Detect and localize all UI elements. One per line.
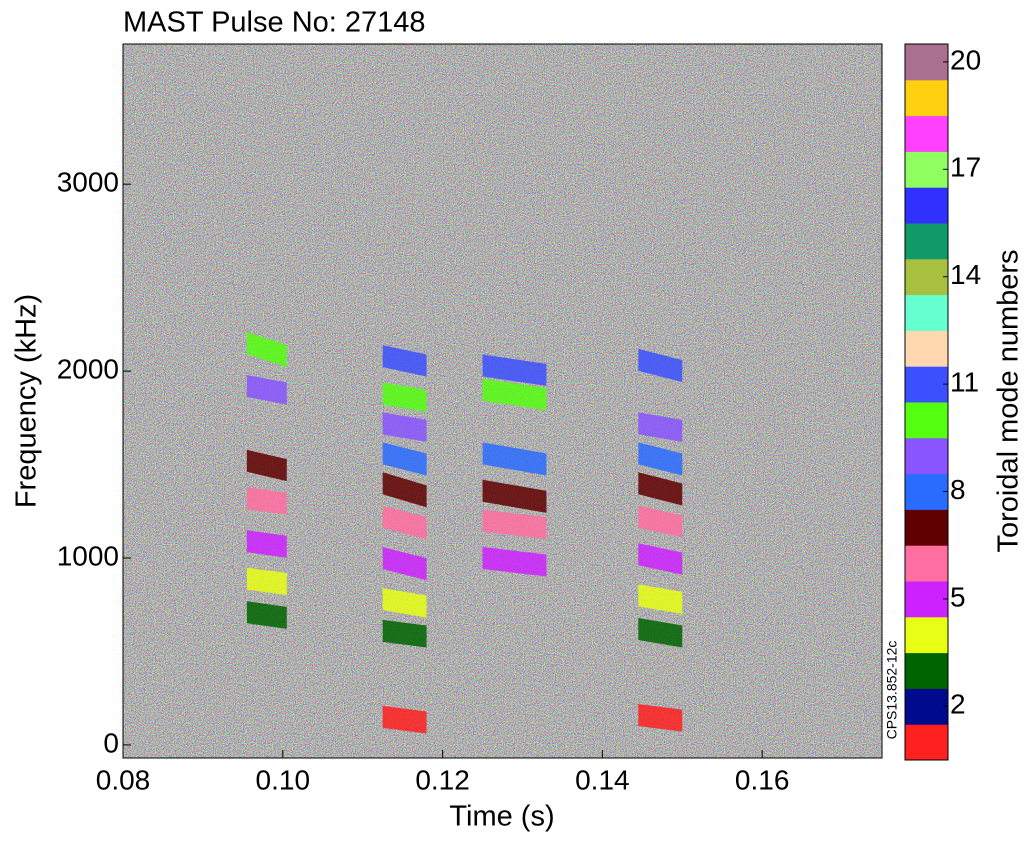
colorbar-tick-label: 14	[950, 259, 981, 290]
y-tick-label: 0	[103, 727, 119, 758]
colorbar-cell	[905, 509, 948, 546]
mode-trace	[382, 472, 427, 508]
colorbar-cell	[905, 223, 948, 260]
colorbar-frame	[904, 43, 949, 761]
mode-trace	[246, 375, 287, 405]
colorbar-tick-label: 8	[950, 474, 966, 505]
colorbar-cell	[905, 151, 948, 188]
mode-trace	[638, 704, 683, 732]
x-tick-label: 0.10	[256, 764, 311, 795]
mode-trace	[482, 378, 547, 411]
colorbar-cell	[905, 79, 948, 117]
x-tick-label: 0.08	[96, 764, 151, 795]
x-tick-label: 0.12	[415, 764, 470, 795]
mode-trace	[482, 442, 547, 476]
mode-trace	[382, 382, 427, 412]
colorbar-cell	[905, 688, 948, 725]
mode-trace	[382, 588, 427, 618]
colorbar-cell	[905, 437, 948, 475]
colorbar-label: Toroidal mode numbers	[993, 249, 1025, 552]
mode-trace	[246, 530, 287, 558]
colorbar-cell	[905, 545, 948, 582]
annotation: CPS13.852-12c	[884, 641, 900, 740]
x-axis-label: Time (s)	[449, 801, 554, 833]
chart-title: MAST Pulse No: 27148	[123, 7, 426, 39]
mode-trace	[638, 472, 683, 506]
mode-trace	[246, 487, 287, 515]
mode-trace	[246, 332, 287, 368]
mode-trace	[246, 449, 287, 482]
colorbar-cell	[905, 581, 948, 618]
y-tick-label: 2000	[57, 353, 119, 384]
mode-trace	[638, 584, 683, 614]
colorbar-tick-label: 2	[950, 689, 966, 720]
plot-frame	[122, 43, 883, 759]
x-tick-label: 0.16	[735, 764, 790, 795]
colorbar-cell	[905, 724, 948, 761]
mode-trace	[382, 705, 427, 734]
x-tick-label: 0.14	[575, 764, 630, 795]
mode-trace	[382, 619, 427, 648]
colorbar-tick-label: 5	[950, 581, 966, 612]
mode-trace	[638, 442, 683, 476]
colorbar-cell	[905, 330, 948, 367]
mode-trace	[638, 618, 683, 648]
colorbar-tick-label: 20	[950, 44, 981, 75]
mode-trace	[482, 479, 547, 513]
colorbar-cell	[905, 294, 948, 331]
colorbar-cell	[905, 44, 948, 81]
colorbar-cell	[905, 652, 948, 689]
mode-trace	[638, 348, 683, 383]
mode-trace	[382, 345, 427, 377]
mode-trace	[638, 543, 683, 575]
y-axis-label: Frequency (kHz)	[11, 294, 43, 508]
mode-trace	[382, 547, 427, 581]
colorbar-cell	[905, 402, 948, 439]
colorbar-cell	[905, 616, 948, 654]
mode-trace	[246, 567, 287, 596]
colorbar-cell	[905, 115, 948, 152]
mode-trace	[382, 412, 427, 442]
colorbar-cell	[905, 258, 948, 296]
mode-trace	[638, 412, 683, 442]
colorbar-cell	[905, 473, 948, 510]
y-tick-label: 1000	[57, 540, 119, 571]
colorbar-cell	[905, 366, 948, 403]
y-tick-label: 3000	[57, 167, 119, 198]
mode-trace	[482, 547, 547, 577]
colorbar-tick-label: 17	[950, 152, 981, 183]
mode-trace	[482, 354, 547, 386]
mode-trace	[382, 505, 427, 540]
colorbar-tick-label: 11	[950, 366, 979, 397]
colorbar-cell	[905, 187, 948, 224]
mode-trace	[382, 442, 427, 476]
mode-trace	[638, 505, 683, 538]
mode-trace	[246, 601, 287, 629]
mode-trace	[482, 509, 547, 540]
